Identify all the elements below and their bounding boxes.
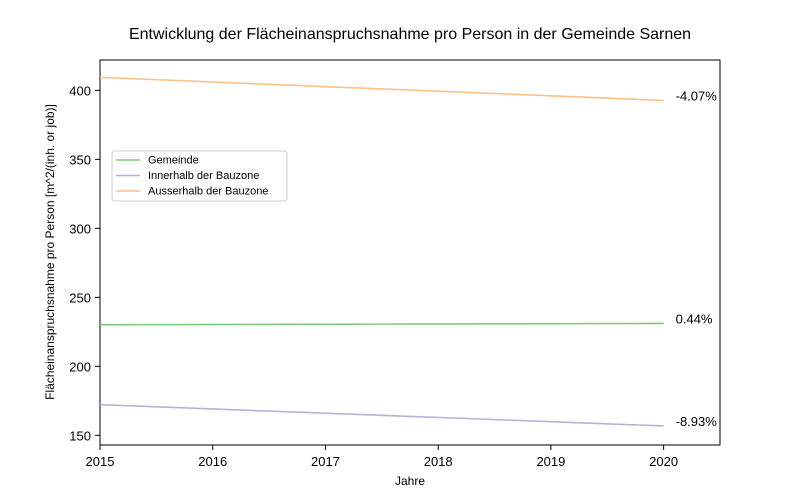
x-tick-label: 2015 [86,454,115,469]
plot-area-frame [99,59,721,446]
y-tick-label: 300 [69,221,91,236]
y-tick-label: 400 [69,83,91,98]
x-axis: 2015 2016 2017 2018 2019 2020 [86,445,678,469]
x-tick-label: 2018 [424,454,453,469]
y-tick-label: 200 [69,359,91,374]
legend-entry-label: Innerhalb der Bauzone [148,170,259,182]
y-axis: 150 200 250 300 350 400 [69,83,100,443]
series-end-label: -4.07% [676,88,718,103]
series-end-label: -8.93% [676,414,718,429]
x-tick-label: 2016 [198,454,227,469]
y-tick-label: 250 [69,290,91,305]
x-tick-label: 2019 [536,454,565,469]
legend-entry-label: Ausserhalb der Bauzone [148,186,268,198]
series-lines [99,76,664,427]
x-tick-label: 2017 [311,454,340,469]
series-line-0 [99,322,664,326]
x-axis-title: Jahre [395,474,425,488]
y-axis-title: Flächeinanspruchsnahme pro Person [m^2/(… [43,104,57,400]
y-tick-label: 150 [69,428,91,443]
series-line-1 [99,403,664,427]
series-line-2 [99,76,664,102]
y-tick-label: 350 [69,152,91,167]
end-labels: 0.44% -8.93% -4.07% [676,88,718,429]
chart-title: Entwicklung der Flächeinanspruchsnahme p… [129,26,691,43]
series-end-label: 0.44% [676,311,713,326]
legend: Gemeinde Innerhalb der Bauzone Ausserhalb … [111,150,288,202]
legend-entry-label: Gemeinde [148,155,199,167]
legend-frame [111,150,288,202]
x-tick-label: 2020 [649,454,678,469]
